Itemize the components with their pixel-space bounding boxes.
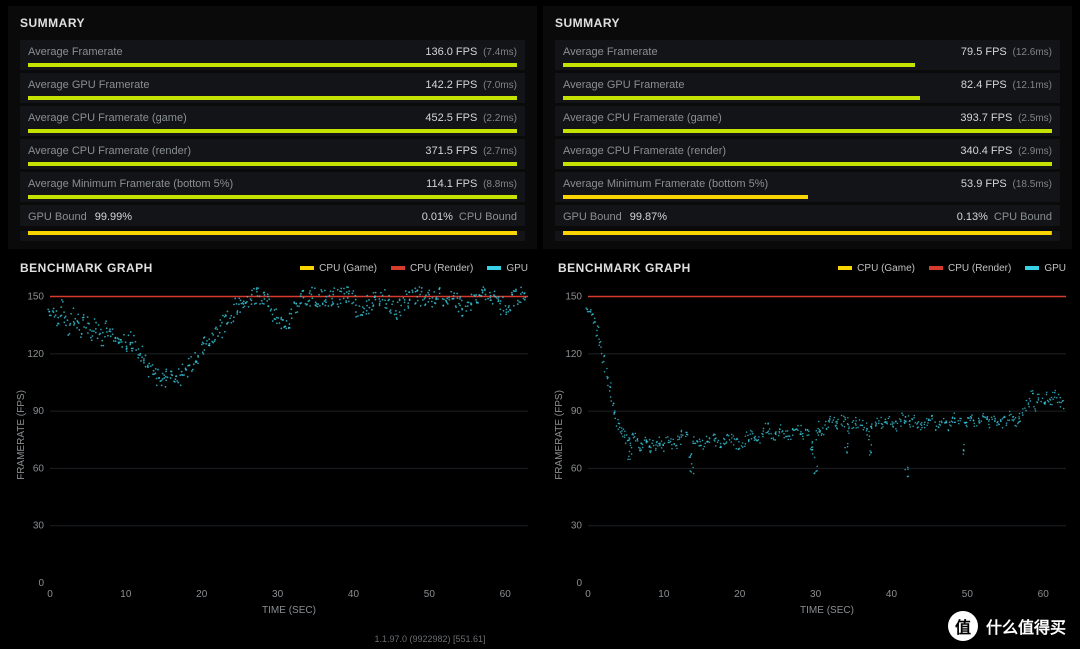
legend-cpu-game: CPU (Game) — [838, 263, 915, 274]
svg-text:0: 0 — [576, 578, 582, 589]
svg-text:TIME (SEC): TIME (SEC) — [262, 605, 316, 616]
legend-cpu-game: CPU (Game) — [300, 263, 377, 274]
graph-panel-right: BENCHMARK GRAPH CPU (Game) CPU (Render) … — [546, 253, 1078, 617]
metric-row: Average GPU Framerate 142.2 FPS (7.0ms) — [20, 73, 525, 103]
legend-right: CPU (Game) CPU (Render) GPU — [691, 263, 1066, 274]
svg-text:0: 0 — [47, 589, 53, 600]
legend-left: CPU (Game) CPU (Render) GPU — [153, 263, 528, 274]
svg-text:30: 30 — [272, 589, 284, 600]
metric-value: 371.5 FPS (2.7ms) — [425, 145, 517, 157]
metric-value: 393.7 FPS (2.5ms) — [960, 112, 1052, 124]
svg-text:FRAMERATE (FPS): FRAMERATE (FPS) — [16, 390, 27, 480]
svg-text:60: 60 — [500, 589, 512, 600]
legend-gpu: GPU — [487, 263, 528, 274]
svg-text:30: 30 — [33, 521, 45, 532]
metric-row: Average Minimum Framerate (bottom 5%) 53.… — [555, 172, 1060, 202]
summary-title-right: SUMMARY — [555, 16, 1060, 30]
cpu-bound-value: 0.01% — [422, 211, 453, 223]
metric-row: Average CPU Framerate (render) 371.5 FPS … — [20, 139, 525, 169]
metric-row: Average CPU Framerate (render) 340.4 FPS … — [555, 139, 1060, 169]
svg-text:10: 10 — [120, 589, 132, 600]
gpu-bound-label: GPU Bound — [28, 211, 87, 223]
watermark-badge-icon: 值 — [948, 611, 978, 641]
metric-value: 79.5 FPS (12.6ms) — [961, 46, 1052, 58]
metric-row: Average CPU Framerate (game) 393.7 FPS (2… — [555, 106, 1060, 136]
svg-text:60: 60 — [1038, 589, 1050, 600]
metric-value: 53.9 FPS (18.5ms) — [961, 178, 1052, 190]
gpu-bound-value: 99.87% — [630, 211, 667, 223]
metric-label: Average Framerate — [563, 46, 658, 58]
metric-value: 82.4 FPS (12.1ms) — [961, 79, 1052, 91]
metric-label: Average CPU Framerate (game) — [563, 112, 722, 124]
svg-text:40: 40 — [348, 589, 360, 600]
svg-text:50: 50 — [962, 589, 974, 600]
svg-text:60: 60 — [33, 463, 45, 474]
summary-panel-left: SUMMARY Average Framerate 136.0 FPS (7.4m… — [8, 6, 537, 249]
svg-text:120: 120 — [27, 349, 44, 360]
svg-text:40: 40 — [886, 589, 898, 600]
metric-label: Average GPU Framerate — [28, 79, 149, 91]
svg-text:0: 0 — [38, 578, 44, 589]
metric-row: Average Minimum Framerate (bottom 5%) 114… — [20, 172, 525, 202]
metric-value: 142.2 FPS (7.0ms) — [425, 79, 517, 91]
metric-label: Average Minimum Framerate (bottom 5%) — [563, 178, 768, 190]
build-version: 1.1.97.0 (9922982) [551.61] — [374, 634, 485, 644]
bound-row-left: GPU Bound 99.99% 0.01% CPU Bound — [20, 205, 525, 226]
graph-title-right: BENCHMARK GRAPH — [558, 261, 691, 275]
graph-panel-left: BENCHMARK GRAPH CPU (Game) CPU (Render) … — [8, 253, 540, 617]
svg-text:20: 20 — [734, 589, 746, 600]
legend-cpu-render: CPU (Render) — [929, 263, 1011, 274]
metric-value: 114.1 FPS (8.8ms) — [426, 178, 517, 190]
svg-text:120: 120 — [565, 349, 582, 360]
metric-label: Average CPU Framerate (render) — [563, 145, 726, 157]
metric-label: Average CPU Framerate (render) — [28, 145, 191, 157]
svg-text:0: 0 — [585, 589, 591, 600]
metrics-list-right: Average Framerate79.5 FPS (12.6ms)Averag… — [555, 40, 1060, 202]
svg-text:150: 150 — [27, 292, 44, 303]
svg-text:30: 30 — [571, 521, 583, 532]
svg-text:60: 60 — [571, 463, 583, 474]
metric-value: 136.0 FPS (7.4ms) — [425, 46, 517, 58]
watermark-text: 什么值得买 — [986, 614, 1066, 638]
metric-label: Average Minimum Framerate (bottom 5%) — [28, 178, 233, 190]
svg-text:TIME (SEC): TIME (SEC) — [800, 605, 854, 616]
metric-row: Average Framerate 136.0 FPS (7.4ms) — [20, 40, 525, 70]
svg-text:90: 90 — [571, 406, 583, 417]
svg-text:20: 20 — [196, 589, 208, 600]
svg-text:90: 90 — [33, 406, 45, 417]
benchmark-chart-right: 30 60 90 120 150 00 10 20 30 40 50 60 TIME (SEC) FRAM… — [550, 281, 1074, 617]
cpu-bound-label: CPU Bound — [459, 211, 517, 223]
cpu-bound-value: 0.13% — [957, 211, 988, 223]
benchmark-chart-left: 30 60 90 120 150 00 10 20 30 40 50 60 TIME (SEC) FRAM… — [12, 281, 536, 617]
bound-row-right: GPU Bound 99.87% 0.13% CPU Bound — [555, 205, 1060, 226]
metric-row: Average GPU Framerate 82.4 FPS (12.1ms) — [555, 73, 1060, 103]
svg-text:10: 10 — [658, 589, 670, 600]
cpu-bound-label: CPU Bound — [994, 211, 1052, 223]
graph-title-left: BENCHMARK GRAPH — [20, 261, 153, 275]
summary-panel-right: SUMMARY Average Framerate 79.5 FPS (12.6m… — [543, 6, 1072, 249]
metric-label: Average Framerate — [28, 46, 123, 58]
gpu-bound-value: 99.99% — [95, 211, 132, 223]
svg-text:150: 150 — [565, 292, 582, 303]
metric-label: Average CPU Framerate (game) — [28, 112, 187, 124]
metric-row: Average CPU Framerate (game) 452.5 FPS (2… — [20, 106, 525, 136]
metrics-list-left: Average Framerate136.0 FPS (7.4ms)Averag… — [20, 40, 525, 202]
metric-label: Average GPU Framerate — [563, 79, 684, 91]
svg-text:50: 50 — [424, 589, 436, 600]
watermark: 值 什么值得买 — [948, 611, 1066, 641]
legend-gpu: GPU — [1025, 263, 1066, 274]
metric-value: 452.5 FPS (2.2ms) — [425, 112, 517, 124]
summary-title-left: SUMMARY — [20, 16, 525, 30]
metric-row: Average Framerate 79.5 FPS (12.6ms) — [555, 40, 1060, 70]
svg-text:30: 30 — [810, 589, 822, 600]
legend-cpu-render: CPU (Render) — [391, 263, 473, 274]
svg-text:FRAMERATE (FPS): FRAMERATE (FPS) — [554, 390, 565, 480]
gpu-bound-label: GPU Bound — [563, 211, 622, 223]
metric-value: 340.4 FPS (2.9ms) — [960, 145, 1052, 157]
